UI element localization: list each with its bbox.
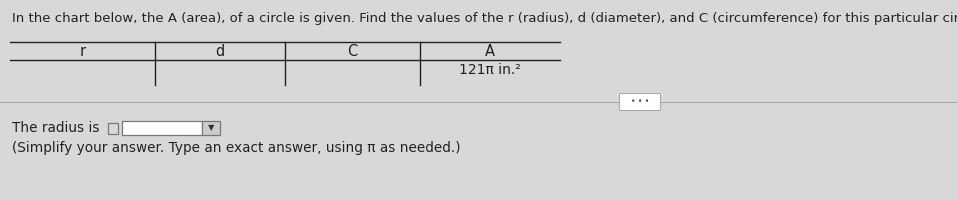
Text: • • •: • • • [631, 98, 649, 106]
FancyBboxPatch shape [108, 122, 118, 134]
Text: ▼: ▼ [208, 123, 214, 132]
Text: In the chart below, the A (area), of a circle is given. Find the values of the r: In the chart below, the A (area), of a c… [12, 12, 957, 25]
Text: (Simplify your answer. Type an exact answer, using π as needed.): (Simplify your answer. Type an exact ans… [12, 141, 460, 155]
Text: 121π in.²: 121π in.² [459, 64, 521, 77]
FancyBboxPatch shape [122, 121, 202, 135]
Text: C: C [347, 44, 358, 58]
Text: A: A [485, 44, 495, 58]
Text: d: d [215, 44, 225, 58]
FancyBboxPatch shape [202, 121, 220, 135]
Text: The radius is: The radius is [12, 121, 100, 135]
FancyBboxPatch shape [619, 94, 660, 110]
Text: r: r [79, 44, 85, 58]
